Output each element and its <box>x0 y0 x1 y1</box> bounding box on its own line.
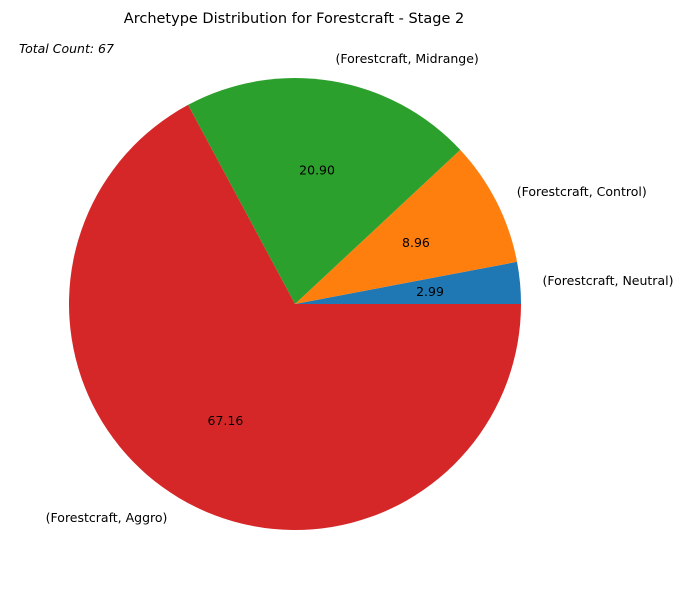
slice-percent-label: 8.96 <box>402 235 430 250</box>
slice-category-label: (Forestcraft, Midrange) <box>335 51 478 66</box>
total-count-annotation: Total Count: 67 <box>19 41 114 56</box>
pie-slice-2 <box>295 149 518 304</box>
slices-group <box>69 77 521 530</box>
slice-category-label: (Forestcraft, Aggro) <box>46 510 168 525</box>
slice-percent-label: 67.16 <box>208 413 244 428</box>
labels-group: 2.99 (Forestcraft, Neutral) 8.96 (Forestcra… <box>46 51 674 525</box>
pie-slice-3 <box>188 77 461 304</box>
chart-title: Archetype Distribution for Forestcraft -… <box>124 11 464 27</box>
slice-percent-label: 2.99 <box>416 284 444 299</box>
slice-percent-label: 20.90 <box>299 163 335 178</box>
pie-slice-4 <box>69 104 521 530</box>
pie-slice-1 <box>295 261 521 304</box>
slice-category-label: (Forestcraft, Control) <box>517 184 647 199</box>
slice-category-label: (Forestcraft, Neutral) <box>543 273 674 288</box>
